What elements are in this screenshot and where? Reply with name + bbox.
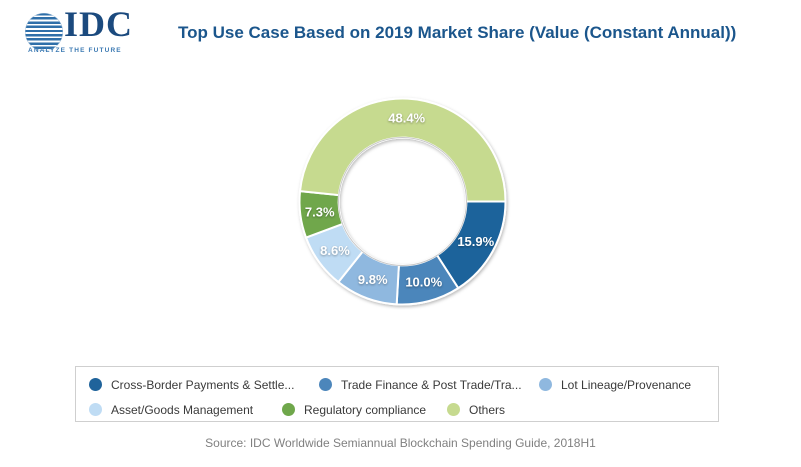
legend-label-others: Others (469, 402, 506, 417)
legend-item-trade-finance: Trade Finance & Post Trade/Tra... (319, 378, 539, 392)
legend-row-2: Asset/Goods Management Regulatory compli… (89, 397, 718, 422)
slice-value-label-1: 15.9% (457, 234, 494, 249)
chart-legend: Cross-Border Payments & Settle... Trade … (75, 366, 719, 422)
legend-item-others: Others (447, 403, 505, 417)
slice-value-label-3: 9.8% (358, 272, 388, 287)
legend-item-lot-lineage: Lot Lineage/Provenance (539, 378, 691, 392)
legend-label-regulatory-compliance: Regulatory compliance (304, 402, 427, 417)
idc-logo: IDC ANALYZE THE FUTURE (25, 4, 165, 57)
legend-label-lot-lineage: Lot Lineage/Provenance (561, 377, 692, 392)
slice-value-label-6: 48.4% (388, 111, 425, 126)
legend-swatch-lot-lineage (539, 378, 552, 391)
donut-chart: 15.9% 10.0% 9.8% 8.6% 7.3% 48.4% (298, 97, 507, 306)
chart-title: Top Use Case Based on 2019 Market Share … (178, 23, 737, 42)
idc-tagline: ANALYZE THE FUTURE (28, 47, 122, 54)
donut-slice-labels: 15.9% 10.0% 9.8% 8.6% 7.3% 48.4% (305, 111, 495, 290)
legend-label-trade-finance: Trade Finance & Post Trade/Tra... (341, 377, 522, 392)
idc-globe-icon (25, 13, 63, 51)
donut-inner-ring (338, 137, 467, 266)
legend-swatch-others (447, 403, 460, 416)
legend-item-cross-border-payments: Cross-Border Payments & Settle... (89, 378, 319, 392)
legend-row-1: Cross-Border Payments & Settle... Trade … (89, 372, 718, 397)
legend-item-regulatory-compliance: Regulatory compliance (282, 403, 447, 417)
slice-value-label-5: 7.3% (305, 205, 335, 220)
slice-value-label-2: 10.0% (405, 275, 442, 290)
legend-label-asset-goods: Asset/Goods Management (111, 402, 254, 417)
legend-swatch-regulatory-compliance (282, 403, 295, 416)
legend-swatch-cross-border-payments (89, 378, 102, 391)
source-note: Source: IDC Worldwide Semiannual Blockch… (205, 436, 596, 450)
idc-logo-text: IDC (64, 4, 134, 44)
legend-swatch-trade-finance (319, 378, 332, 391)
legend-swatch-asset-goods (89, 403, 102, 416)
legend-item-asset-goods: Asset/Goods Management (89, 403, 282, 417)
donut-chart-area: 15.9% 10.0% 9.8% 8.6% 7.3% 48.4% (294, 93, 511, 310)
legend-label-cross-border-payments: Cross-Border Payments & Settle... (111, 377, 295, 392)
slice-value-label-4: 8.6% (320, 243, 350, 258)
donut-slices (298, 97, 507, 306)
